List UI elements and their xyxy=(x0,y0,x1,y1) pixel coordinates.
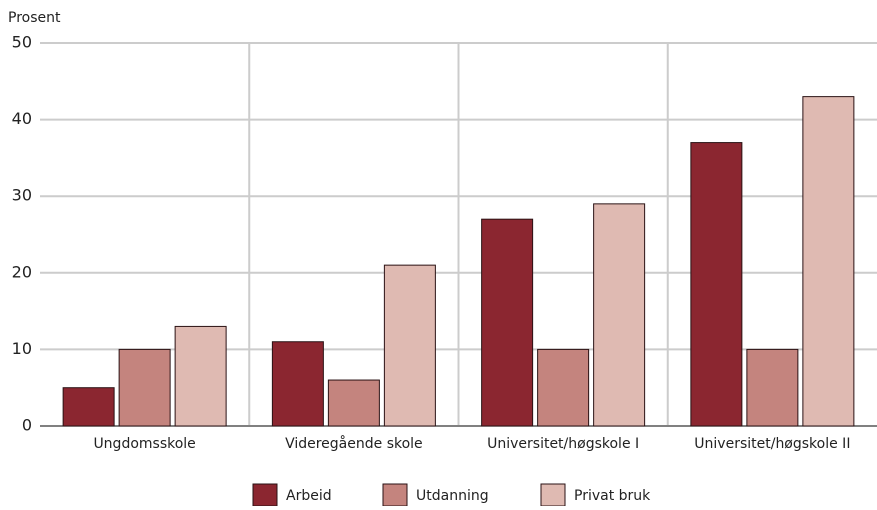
y-tick-label: 30 xyxy=(12,186,32,205)
legend-label: Utdanning xyxy=(416,488,489,504)
y-tick-label: 0 xyxy=(22,416,32,435)
bar xyxy=(118,348,171,427)
bar xyxy=(802,96,855,427)
bar xyxy=(327,379,380,427)
legend-swatch xyxy=(540,483,566,507)
x-tick-label: Ungdomsskole xyxy=(93,436,195,452)
bar xyxy=(481,218,534,427)
bar xyxy=(690,142,743,427)
y-tick-label: 20 xyxy=(12,262,32,281)
bar xyxy=(174,325,227,427)
x-tick-label: Universitet/høgskole I xyxy=(487,436,639,452)
legend-label: Privat bruk xyxy=(574,488,651,504)
y-tick-label: 10 xyxy=(12,339,32,358)
x-tick-label: Videregående skole xyxy=(285,435,423,452)
y-tick-label: 50 xyxy=(12,33,32,52)
bar xyxy=(746,348,799,427)
x-tick-label: Universitet/høgskole II xyxy=(694,436,850,452)
legend-swatch xyxy=(252,483,278,507)
legend-swatch xyxy=(382,483,408,507)
y-tick-label: 40 xyxy=(12,109,32,128)
bar xyxy=(537,348,590,427)
bar xyxy=(593,203,646,427)
legend-label: Arbeid xyxy=(286,488,332,504)
bar xyxy=(62,387,115,427)
bar xyxy=(383,264,436,427)
y-axis-label: Prosent xyxy=(8,10,61,26)
bar xyxy=(271,341,324,427)
